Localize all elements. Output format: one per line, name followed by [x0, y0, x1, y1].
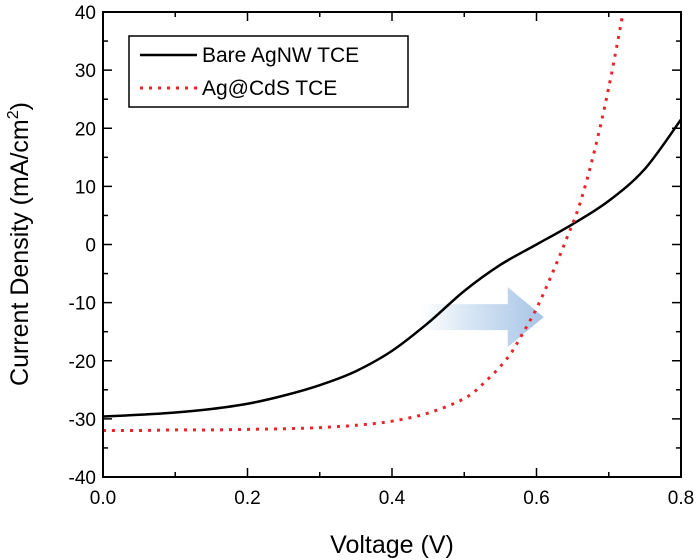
x-tick-label: 0.8 [668, 488, 694, 509]
x-axis-title: Voltage (V) [330, 531, 454, 559]
y-tick-label: -10 [69, 294, 96, 315]
x-tick-label: 0.6 [523, 488, 549, 509]
y-tick-label: -40 [69, 468, 96, 489]
y-axis-title-close: ) [6, 102, 34, 110]
y-axis-title-main: Current Density (mA/cm [6, 119, 34, 386]
y-tick-label: 30 [75, 61, 96, 82]
x-tick-label: 0.4 [379, 488, 406, 509]
series-line-bare-agnw [103, 118, 681, 418]
y-tick-label: -30 [69, 410, 96, 431]
y-axis-title: Current Density (mA/cm2) [5, 102, 34, 386]
x-tick-label: 0.2 [234, 488, 260, 509]
y-tick-label: 40 [75, 3, 96, 24]
legend-label-bare-agnw: Bare AgNW TCE [202, 44, 359, 67]
x-tick-label: 0.0 [90, 488, 116, 509]
y-tick-label: 20 [75, 119, 96, 140]
y-axis-title-sup: 2 [5, 110, 22, 119]
legend: Bare AgNW TCE Ag@CdS TCE [128, 35, 409, 108]
legend-box [128, 35, 409, 108]
y-tick-label: 0 [85, 236, 96, 257]
legend-label-ag-cds: Ag@CdS TCE [202, 77, 337, 100]
y-tick-label: 10 [75, 177, 96, 198]
annotation-arrow [420, 287, 544, 348]
y-tick-label: -20 [69, 352, 96, 373]
